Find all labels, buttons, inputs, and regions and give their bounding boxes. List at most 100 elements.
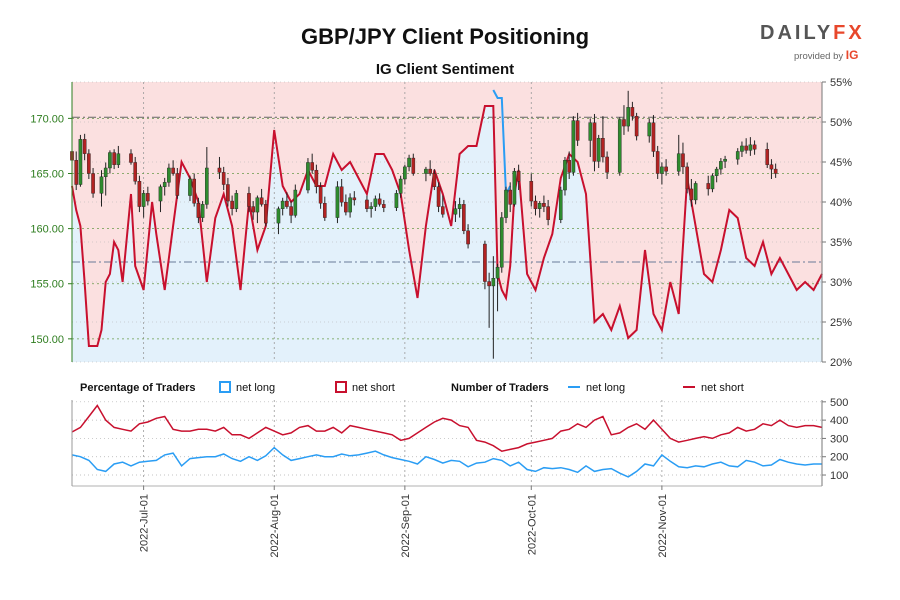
candle [87,149,91,180]
candle [634,112,639,141]
candle [116,145,121,168]
candle-body [504,189,508,218]
candle-body [601,138,605,158]
candle [466,224,470,249]
net-short-pct-line [71,105,823,347]
candle-body [533,200,538,209]
right-tick-label: 50% [830,117,852,129]
candle [483,240,487,290]
candle-body [411,157,416,174]
chart-subtitle: IG Client Sentiment [375,61,515,78]
candle-body [306,162,310,191]
candle-body [192,178,196,204]
candle-body [689,188,694,201]
candle-body [440,206,445,215]
candle-body [310,162,314,171]
candle [719,158,723,175]
candle [344,194,348,216]
candle-body [622,119,626,127]
candle-body [133,162,138,182]
candle [735,148,740,165]
candle-body [681,153,685,168]
candle-body [318,186,323,204]
net-short-count-line [71,404,823,452]
candle [192,173,196,207]
candle [234,190,239,213]
candle-body [251,206,255,213]
candle-body [634,115,639,137]
candle-body [651,122,656,152]
candle-body [685,166,689,190]
candle [352,191,357,206]
candle [339,179,344,207]
candle-body [200,204,205,218]
candle [403,164,407,185]
candle [276,206,281,235]
candle [188,175,192,202]
candle-body [462,204,466,232]
candle [542,195,546,213]
candle [310,153,314,174]
candle [432,169,437,191]
candle-body [112,152,116,165]
candle-body [99,176,104,194]
candle [82,133,87,161]
traders-count-panel: 100 200 300 400 500 [71,397,848,487]
candle-body [369,206,373,209]
date-tick-label: 2022-Oct-01 [526,494,538,555]
candle-body [483,243,487,282]
candle-body [512,171,517,205]
candle-body [171,167,175,174]
candle-body [765,149,770,165]
ig-logo: IG [845,48,859,62]
candle [289,201,293,224]
candle-body [344,201,348,213]
candle [689,179,694,207]
candle [508,182,513,213]
legend-num-short-label: net short [701,382,744,394]
candle [407,154,411,172]
candle [205,147,209,209]
candle [398,175,403,198]
candle-body [280,200,285,209]
candle-body [373,198,378,207]
candle [230,195,234,216]
candle [175,167,180,199]
candle [146,186,150,206]
candle [516,164,521,191]
candle-body [352,197,357,201]
candle [221,166,226,191]
candle-body [78,139,83,185]
candle [601,116,605,163]
candle-body [424,168,428,174]
candle-body [91,173,95,194]
candle-body [495,266,500,279]
candle [462,199,466,235]
candle [436,182,441,213]
candle-body [205,167,209,205]
legend-pct-long-label: net long [236,382,275,394]
right-tick-label: 20% [830,357,852,369]
candle-body [723,158,727,162]
candle-body [129,153,133,163]
date-tick-label: 2022-Sep-01 [400,494,412,558]
candle-body [752,144,757,150]
candle [91,167,95,198]
candle-body [226,184,230,202]
left-tick-label: 170.00 [30,113,64,125]
candle [744,138,748,154]
candle-body [588,122,593,141]
candle [411,153,416,176]
candle [129,149,133,165]
provided-by-label: provided by [794,51,844,62]
candle-body [453,208,458,215]
candle-body [255,197,260,213]
candle-body [108,152,112,169]
date-tick-label: 2022-Jul-01 [139,494,151,552]
candle [773,163,778,178]
candle-body [74,160,79,185]
candle [74,151,79,191]
candle [651,115,656,157]
candle [158,184,163,213]
candle-body [289,206,293,216]
